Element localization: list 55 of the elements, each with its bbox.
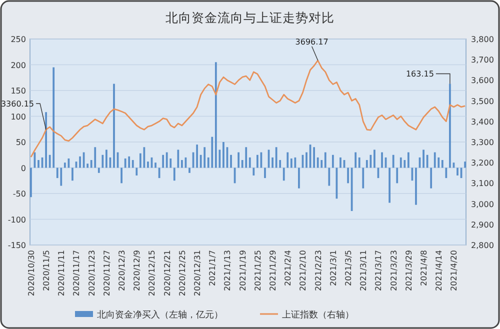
x-tick-label: 2021/4/20 [450, 250, 459, 292]
x-tick-label: 2021/3/11 [359, 250, 368, 292]
x-tick-label: 2020/12/25 [178, 250, 187, 296]
y2-tick-label: 2,800 [471, 241, 494, 250]
legend-label: 北向资金净买入（左轴，亿元） [97, 310, 223, 320]
x-tick-label: 2021/3/17 [374, 250, 384, 292]
x-tick-label: 2021/1/19 [238, 250, 248, 292]
x-tick-label: 2020/12/9 [132, 250, 142, 292]
y2-tick-label: 3,200 [471, 158, 494, 168]
y-tick-label: 50 [16, 138, 26, 147]
x-tick-label: 2020/11/11 [57, 250, 66, 296]
y-tick-label: 250 [10, 35, 26, 44]
x-tick-label: 2021/3/5 [344, 250, 354, 286]
y2-tick-label: 3,800 [471, 35, 494, 44]
x-tick-label: 2021/2/23 [314, 250, 323, 292]
x-tick-label: 2021/1/7 [208, 250, 218, 286]
y2-tick-label: 3,100 [471, 179, 494, 188]
x-tick-label: 2021/3/1 [328, 250, 338, 286]
x-tick-label: 2020/12/3 [118, 250, 127, 292]
data-label: 163.15 [406, 70, 434, 79]
data-label: 3696.17 [295, 37, 328, 46]
y-tick-label: 0 [20, 164, 26, 173]
x-tick-label: 2021/1/29 [268, 250, 278, 292]
x-tick-label: 2021/2/10 [298, 250, 308, 292]
x-tick-label: 2021/2/4 [284, 250, 293, 286]
y2-tick-label: 3,000 [471, 200, 494, 209]
x-tick-label: 2020/12/31 [193, 250, 202, 296]
x-tick-label: 2020/11/27 [102, 250, 112, 296]
y-tick-label: -100 [8, 215, 26, 224]
chart-title: 北向资金流向与上证走势对比 [166, 10, 334, 25]
y2-tick-label: 3,500 [471, 96, 494, 106]
y-tick-label: 150 [10, 86, 26, 96]
x-tick-label: 2020/11/5 [42, 250, 52, 292]
y2-tick-label: 3,700 [471, 56, 494, 65]
y2-tick-label: 3,400 [471, 117, 494, 126]
x-tick-label: 2021/3/29 [404, 250, 414, 292]
x-tick-label: 2020/12/15 [148, 250, 157, 296]
x-tick-label: 2021/4/8 [420, 250, 429, 286]
x-tick-label: 2020/10/30 [26, 250, 36, 296]
x-tick-label: 2020/12/21 [162, 250, 172, 296]
y-tick-label: 100 [10, 112, 26, 122]
y2-tick-label: 3,600 [471, 76, 494, 86]
y-tick-label: -150 [8, 241, 26, 250]
y-tick-label: 200 [10, 60, 26, 70]
y2-tick-label: 2,900 [471, 220, 494, 230]
legend-label: 上证指数（右轴） [282, 310, 354, 320]
x-tick-label: 2020/11/17 [72, 250, 82, 296]
x-tick-label: 2020/11/23 [87, 250, 96, 296]
x-tick-label: 2021/1/25 [253, 250, 262, 292]
data-label: 3360.15 [0, 100, 34, 109]
x-tick-label: 2021/3/23 [389, 250, 398, 292]
x-tick-label: 2021/1/13 [223, 250, 232, 292]
y2-tick-label: 3,300 [471, 138, 494, 147]
y-tick-label: -50 [12, 190, 26, 198]
x-tick-label: 2021/4/14 [434, 250, 444, 292]
